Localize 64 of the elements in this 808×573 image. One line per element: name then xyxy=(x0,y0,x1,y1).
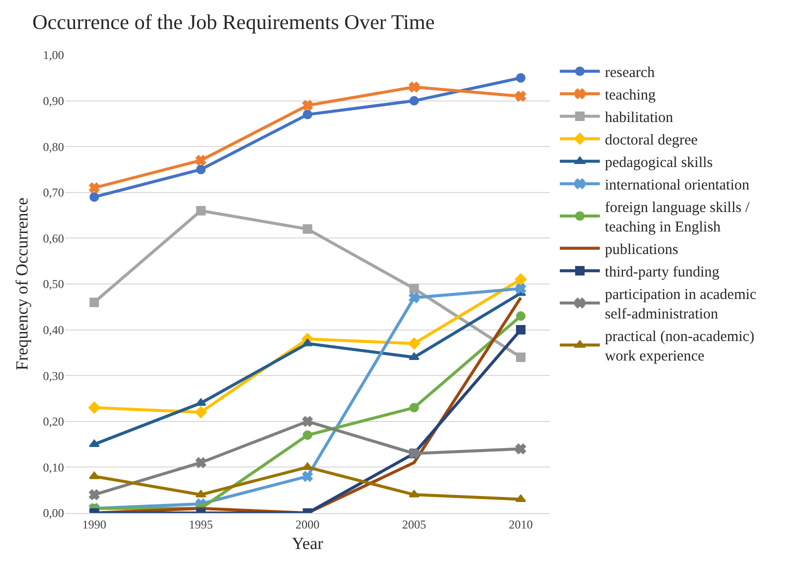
point xyxy=(515,444,526,454)
point xyxy=(302,416,313,427)
point xyxy=(408,82,420,92)
chart-title: Occurrence of the Job Requirements Over Time xyxy=(32,10,435,34)
point xyxy=(408,490,420,498)
point xyxy=(516,352,526,362)
y-tick-label: 0,50 xyxy=(43,277,64,292)
x-tick-label: 1990 xyxy=(82,517,106,532)
point xyxy=(302,224,312,234)
y-tick-label: 0,40 xyxy=(43,323,64,337)
point xyxy=(408,352,420,360)
legend-label: third-party funding xyxy=(604,264,720,281)
point xyxy=(409,96,419,106)
y-tick-label: 0,90 xyxy=(43,94,64,108)
point xyxy=(302,110,312,120)
point xyxy=(194,406,207,418)
x-axis-title: Year xyxy=(292,534,324,553)
point xyxy=(196,490,206,498)
point xyxy=(302,462,313,470)
point xyxy=(302,430,312,440)
point xyxy=(516,311,526,321)
point xyxy=(196,398,206,406)
point xyxy=(409,284,419,294)
x-tick-label: 2010 xyxy=(508,517,533,532)
y-tick-label: 0,30 xyxy=(43,368,64,383)
point xyxy=(196,155,206,166)
y-tick-label: 0,60 xyxy=(43,231,64,246)
y-tick-label: 0,10 xyxy=(43,460,64,474)
point xyxy=(302,338,313,346)
point xyxy=(90,298,99,308)
point xyxy=(196,206,206,216)
y-tick-label: 0,80 xyxy=(43,140,64,154)
legend-label: pedagogical skills xyxy=(604,155,713,172)
legend-label: publications xyxy=(604,242,678,258)
point xyxy=(409,402,419,412)
legend-label: research xyxy=(604,65,656,82)
x-tick-label: 2000 xyxy=(296,517,320,532)
legend-label: doctoral degree xyxy=(604,132,698,149)
y-axis-title: Frequency of Occurrence xyxy=(12,198,32,370)
y-tick-label: 1,00 xyxy=(43,48,64,62)
y-tick-label: 0,20 xyxy=(43,414,64,429)
point xyxy=(408,292,420,304)
point xyxy=(196,164,206,174)
point xyxy=(88,402,100,414)
point xyxy=(88,182,100,194)
point xyxy=(515,283,526,294)
point xyxy=(196,457,206,468)
y-tick-label: 0,00 xyxy=(43,506,64,520)
legend-label: teaching xyxy=(604,88,656,104)
point xyxy=(90,192,99,202)
legend-label: practical (non-academic) work experience xyxy=(604,329,754,365)
legend-label: habilitation xyxy=(604,110,674,126)
y-tick-label: 0,70 xyxy=(43,186,64,200)
legend-label: international orientation xyxy=(604,178,750,194)
point xyxy=(514,273,527,286)
x-tick-label: 2005 xyxy=(402,517,426,532)
point xyxy=(515,90,526,102)
point xyxy=(516,325,526,335)
point xyxy=(516,73,526,83)
point xyxy=(302,471,313,482)
point xyxy=(408,338,420,350)
point xyxy=(88,489,100,500)
point xyxy=(302,100,313,111)
x-tick-label: 1995 xyxy=(188,517,213,532)
